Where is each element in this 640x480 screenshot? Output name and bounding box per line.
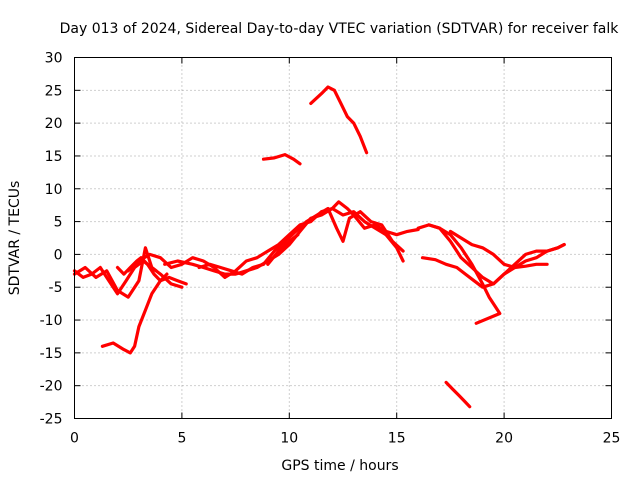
y-tick-label: 20: [45, 116, 63, 132]
data-series-arc-15: [115, 256, 188, 286]
chart-title: Day 013 of 2024, Sidereal Day-to-day VTE…: [60, 21, 620, 37]
data-series-arc-14: [444, 380, 472, 409]
data-series-arc-12: [427, 223, 566, 286]
x-tick-label: 25: [603, 431, 621, 447]
x-tick-label: 10: [280, 431, 298, 447]
grid: [74, 57, 612, 419]
y-axis-title: SDTVAR / TECUs: [7, 181, 23, 296]
data-series-arc-11: [416, 223, 502, 325]
y-tick-label: -15: [40, 346, 63, 362]
x-tick-label: 15: [388, 431, 406, 447]
x-axis-title: GPS time / hours: [281, 458, 398, 474]
y-tick-label: -10: [40, 313, 63, 329]
x-tick-label: 5: [177, 431, 186, 447]
y-tick-label: 15: [45, 149, 63, 165]
data-series-arc-13: [448, 229, 549, 270]
y-tick-label: 30: [45, 51, 63, 67]
y-tick-label: -5: [49, 280, 63, 296]
y-tick-label: 10: [45, 182, 63, 198]
y-tick-label: 0: [54, 247, 63, 263]
x-tick-label: 20: [495, 431, 513, 447]
data-series-arc-1: [72, 246, 184, 299]
data-series-arc-3: [100, 272, 169, 355]
data-series-arc-8: [261, 153, 302, 166]
y-tick-label: -20: [40, 379, 63, 395]
data-series-arc-7: [266, 233, 300, 266]
data-series-arc-5: [163, 200, 420, 276]
data-series-arc-4: [126, 206, 405, 279]
data-series-arc-2: [72, 259, 158, 296]
y-tick-label: 5: [54, 215, 63, 231]
plot-frame: [74, 57, 612, 419]
data-series-arc-9: [309, 85, 369, 155]
x-tick-label: 0: [70, 431, 79, 447]
series-layer: [72, 85, 566, 409]
axis-ticks: 0 5 10 15 20 25 30 25 20 15 10 5 0 -5 -10 -15 -20 -25: [40, 51, 621, 447]
y-tick-label: -25: [40, 412, 63, 428]
data-series-arc-6: [197, 206, 405, 276]
y-tick-label: 25: [45, 83, 63, 99]
